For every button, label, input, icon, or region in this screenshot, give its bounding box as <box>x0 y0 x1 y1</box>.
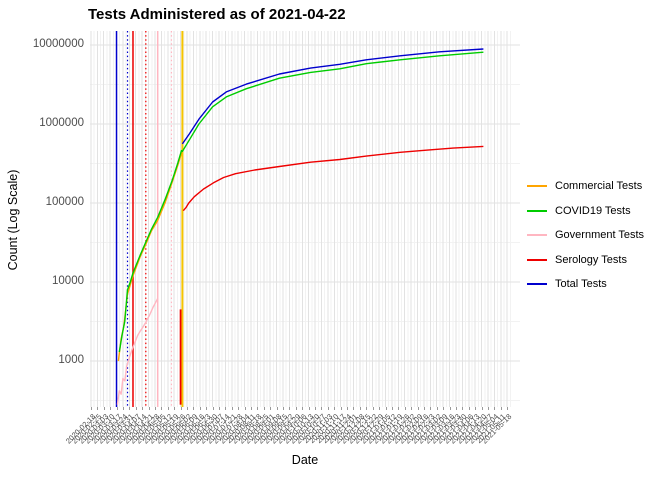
legend-line-swatch <box>527 185 547 188</box>
x-tick-mark <box>436 407 438 410</box>
y-tick-label: 1000000 <box>39 117 84 129</box>
legend-item-government-tests: Government Tests <box>527 223 669 248</box>
x-tick-mark <box>103 407 105 410</box>
x-tick-mark <box>97 407 99 410</box>
legend-line-swatch <box>527 234 547 237</box>
x-tick-mark <box>206 407 208 410</box>
legend-item-covid19-tests: COVID19 Tests <box>527 199 669 224</box>
x-tick-mark <box>372 407 374 410</box>
y-tick-label: 10000 <box>52 275 84 287</box>
legend-item-serology-tests: Serology Tests <box>527 248 669 273</box>
x-tick-mark <box>251 407 253 410</box>
x-tick-mark <box>174 407 176 410</box>
legend-label: Commercial Tests <box>555 180 643 193</box>
x-tick-mark <box>295 407 297 410</box>
legend-line-swatch <box>527 209 547 212</box>
x-tick-mark <box>391 407 393 410</box>
x-tick-mark <box>244 407 246 410</box>
x-tick-mark <box>110 407 112 410</box>
legend-line-swatch <box>527 258 547 261</box>
x-tick-mark <box>359 407 361 410</box>
x-tick-mark <box>404 407 406 410</box>
x-tick-mark <box>334 407 336 410</box>
x-tick-mark <box>449 407 451 410</box>
plot-svg <box>90 31 520 407</box>
x-tick-mark <box>116 407 118 410</box>
x-tick-mark <box>154 407 156 410</box>
legend-item-total-tests: Total Tests <box>527 272 669 297</box>
x-tick-mark <box>462 407 464 410</box>
x-tick-mark <box>353 407 355 410</box>
x-tick-mark <box>193 407 195 410</box>
x-tick-mark <box>443 407 445 410</box>
x-tick-mark <box>283 407 285 410</box>
x-tick-mark <box>500 407 502 410</box>
series-line-government-tests <box>116 298 159 405</box>
x-tick-mark <box>225 407 227 410</box>
x-tick-mark <box>507 407 509 410</box>
y-tick-label: 1000 <box>58 354 84 366</box>
x-tick-mark <box>321 407 323 410</box>
series-line-covid19-tests <box>118 51 484 353</box>
legend: Commercial Tests COVID19 Tests Government … <box>527 174 669 297</box>
y-tick-label: 100000 <box>45 196 84 208</box>
x-tick-mark <box>308 407 310 410</box>
series-line-serology-tests <box>182 145 484 212</box>
x-tick-mark <box>231 407 233 410</box>
plot-area <box>90 31 520 407</box>
x-tick-mark <box>347 407 349 410</box>
x-tick-mark <box>481 407 483 410</box>
x-tick-mark <box>302 407 304 410</box>
x-tick-mark <box>199 407 201 410</box>
x-tick-mark <box>327 407 329 410</box>
x-tick-mark <box>129 407 131 410</box>
x-tick-mark <box>475 407 477 410</box>
legend-line-swatch <box>527 283 547 286</box>
legend-label: Government Tests <box>555 229 645 242</box>
legend-label: COVID19 Tests <box>555 204 631 217</box>
x-tick-mark <box>455 407 457 410</box>
x-tick-mark <box>148 407 150 410</box>
x-tick-mark <box>122 407 124 410</box>
chart-title: Tests Administered as of 2021-04-22 <box>88 6 346 23</box>
x-tick-mark <box>289 407 291 410</box>
x-tick-mark <box>90 407 92 410</box>
x-tick-mark <box>161 407 163 410</box>
x-tick-mark <box>257 407 259 410</box>
x-tick-mark <box>385 407 387 410</box>
x-tick-mark <box>276 407 278 410</box>
x-tick-mark <box>135 407 137 410</box>
x-tick-mark <box>315 407 317 410</box>
x-tick-mark <box>379 407 381 410</box>
x-tick-mark <box>417 407 419 410</box>
legend-item-commercial-tests: Commercial Tests <box>527 174 669 199</box>
x-tick-mark <box>263 407 265 410</box>
x-tick-mark <box>468 407 470 410</box>
x-tick-mark <box>212 407 214 410</box>
x-tick-mark <box>142 407 144 410</box>
x-tick-mark <box>494 407 496 410</box>
x-tick-mark <box>340 407 342 410</box>
x-tick-mark <box>398 407 400 410</box>
x-axis-title: Date <box>291 453 319 467</box>
x-tick-mark <box>430 407 432 410</box>
x-tick-mark <box>167 407 169 410</box>
series-line-total-tests <box>181 48 484 145</box>
x-tick-mark <box>366 407 368 410</box>
legend-label: Serology Tests <box>555 253 627 266</box>
gridlines <box>90 31 520 407</box>
x-tick-mark <box>423 407 425 410</box>
x-tick-mark <box>411 407 413 410</box>
y-tick-label: 10000000 <box>32 38 84 50</box>
x-tick-mark <box>270 407 272 410</box>
x-tick-mark <box>186 407 188 410</box>
x-tick-mark <box>219 407 220 410</box>
x-tick-mark <box>487 407 489 410</box>
x-tick-mark <box>180 407 182 410</box>
legend-label: Total Tests <box>555 278 607 291</box>
x-tick-mark <box>238 407 240 410</box>
